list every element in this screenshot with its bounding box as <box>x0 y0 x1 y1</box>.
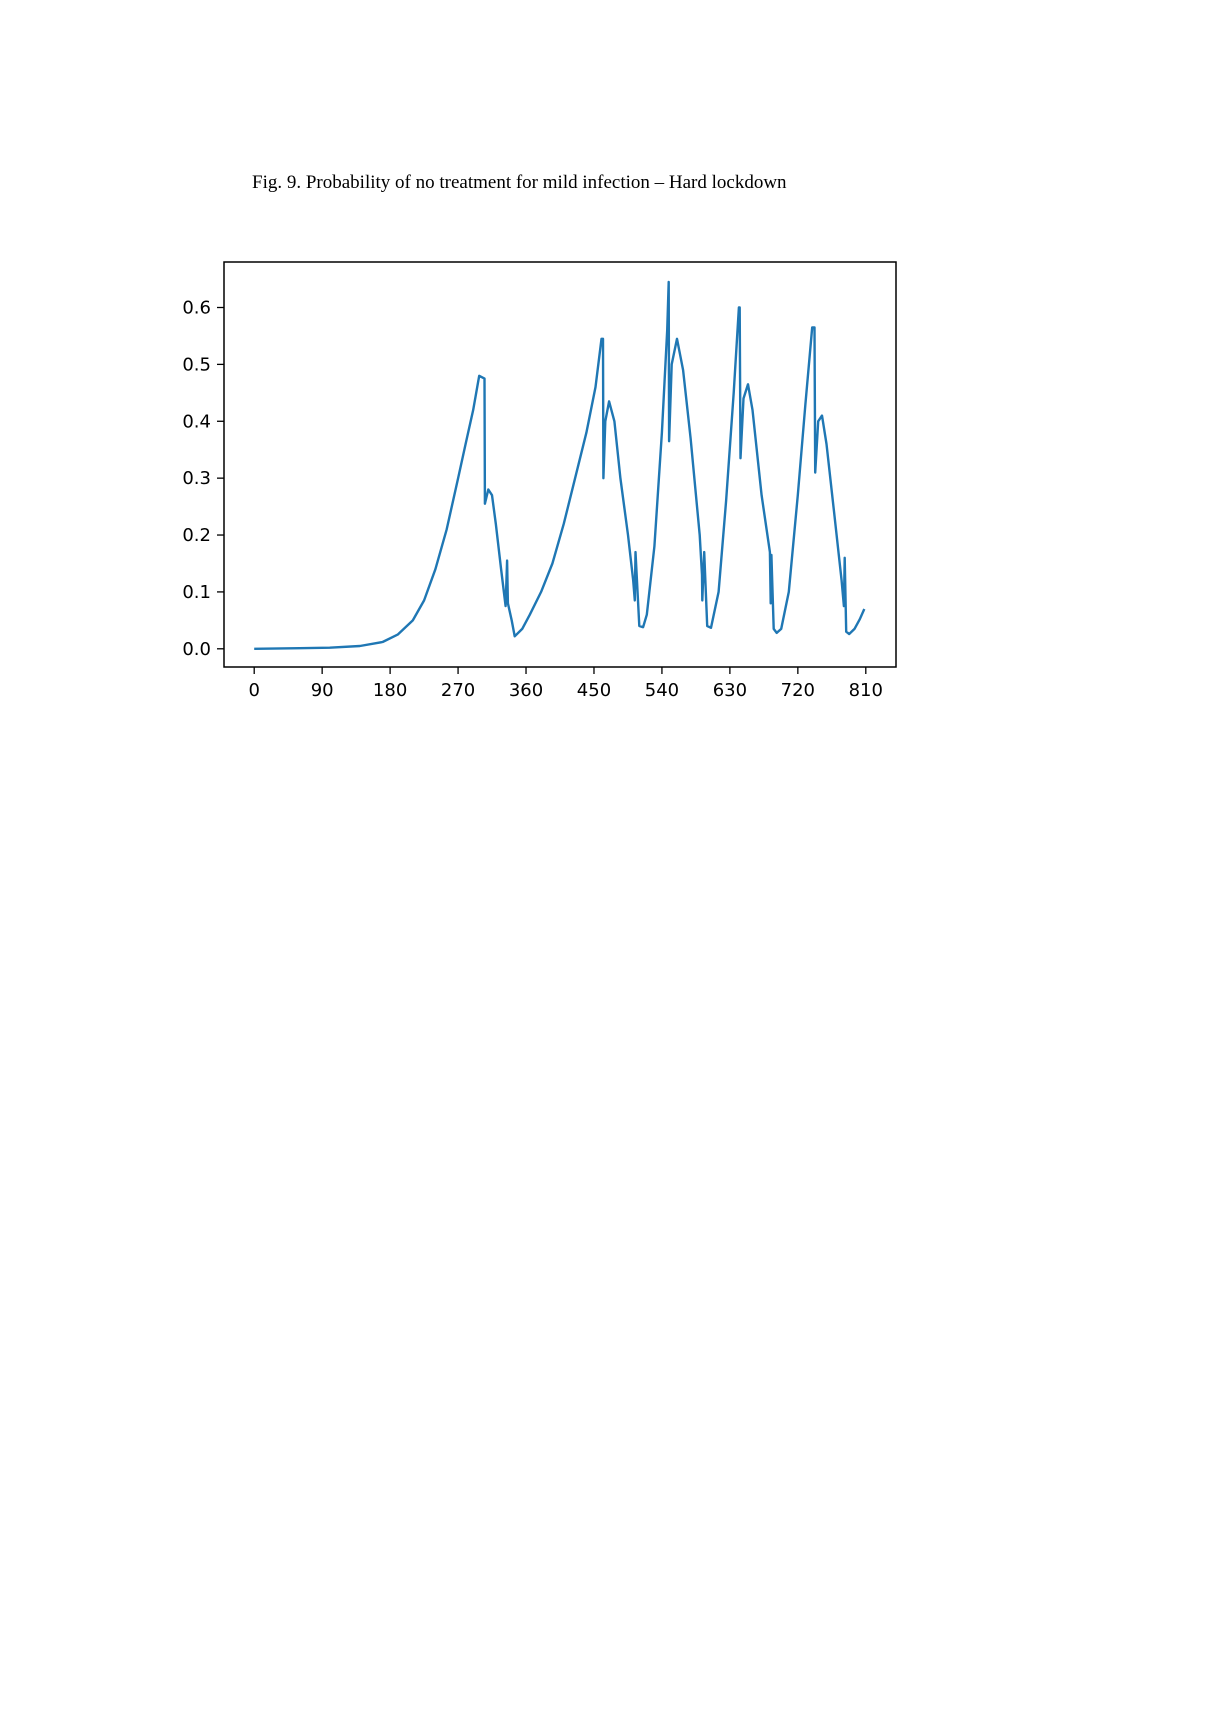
x-tick-label: 810 <box>849 680 883 701</box>
x-tick-label: 0 <box>248 680 259 701</box>
x-axis: 0 90 180 270 360 450 540 630 720 810 <box>248 667 883 701</box>
y-tick-label: 0.1 <box>182 582 211 603</box>
figure-caption: Fig. 9. Probability of no treatment for … <box>252 172 787 193</box>
y-tick-label: 0.0 <box>182 639 211 660</box>
x-tick-label: 450 <box>577 680 611 701</box>
y-tick-label: 0.3 <box>182 468 211 489</box>
series-line <box>254 280 866 650</box>
y-tick-label: 0.5 <box>182 354 211 375</box>
x-tick-label: 90 <box>311 680 334 701</box>
y-tick-label: 0.2 <box>182 525 211 546</box>
x-tick-label: 630 <box>713 680 747 701</box>
x-tick-label: 360 <box>509 680 543 701</box>
y-tick-label: 0.6 <box>182 298 211 319</box>
x-tick-label: 540 <box>645 680 679 701</box>
x-tick-label: 180 <box>373 680 407 701</box>
y-tick-label: 0.4 <box>182 411 211 432</box>
x-tick-label: 720 <box>781 680 815 701</box>
plot-frame <box>223 261 897 668</box>
y-axis: 0.0 0.1 0.2 0.3 0.4 0.5 0.6 <box>182 298 224 660</box>
x-tick-label: 270 <box>441 680 475 701</box>
